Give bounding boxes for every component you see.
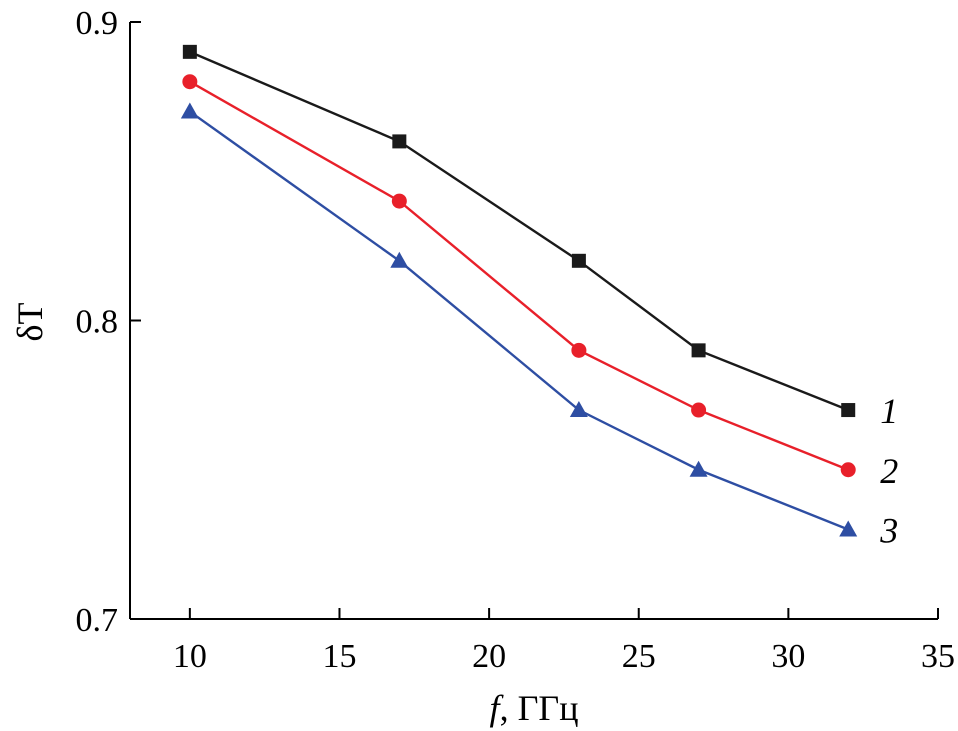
x-tick-label: 25 [622, 638, 656, 675]
x-axis-unit: , ГГц [500, 688, 579, 728]
series-3 [180, 102, 858, 537]
data-point-series-3 [569, 401, 588, 418]
series-1 [182, 44, 856, 418]
data-point-series-2 [391, 193, 407, 209]
ticks: 10 15 20 25 30 35 0.7 0.8 0.9 [76, 5, 956, 675]
series-line-2 [189, 80, 849, 471]
data-point-series-3 [839, 520, 858, 537]
y-axis-title: δT [10, 303, 50, 342]
axes [129, 22, 938, 620]
series-labels: 1 2 3 [879, 391, 898, 550]
x-tick-label: 30 [771, 638, 805, 675]
data-point-series-1 [571, 253, 586, 268]
y-tick-label: 0.8 [76, 304, 119, 341]
series-label-2: 2 [880, 451, 898, 491]
y-tick-label: 0.7 [76, 602, 119, 639]
data-point-series-2 [571, 342, 587, 358]
data-point-series-2 [182, 74, 198, 90]
series-line-3 [189, 110, 849, 531]
x-tick-label: 20 [472, 638, 506, 675]
x-tick-label: 10 [173, 638, 207, 675]
x-tick-label: 15 [322, 638, 356, 675]
data-point-series-1 [392, 134, 407, 149]
series-2 [182, 74, 856, 478]
data-point-series-3 [390, 251, 409, 268]
x-tick-label: 35 [921, 638, 955, 675]
series-label-3: 3 [879, 510, 898, 550]
data-point-series-2 [691, 402, 707, 418]
series-label-1: 1 [880, 391, 898, 431]
data-point-series-1 [691, 343, 706, 358]
series-layer [180, 44, 858, 537]
y-tick-label: 0.9 [76, 5, 119, 42]
data-point-series-2 [840, 462, 856, 478]
data-point-series-1 [841, 403, 856, 418]
data-point-series-3 [689, 460, 708, 477]
data-point-series-1 [182, 44, 197, 59]
data-point-series-3 [180, 102, 199, 119]
series-line-1 [189, 50, 849, 412]
x-axis-title: f, ГГц [490, 688, 579, 728]
